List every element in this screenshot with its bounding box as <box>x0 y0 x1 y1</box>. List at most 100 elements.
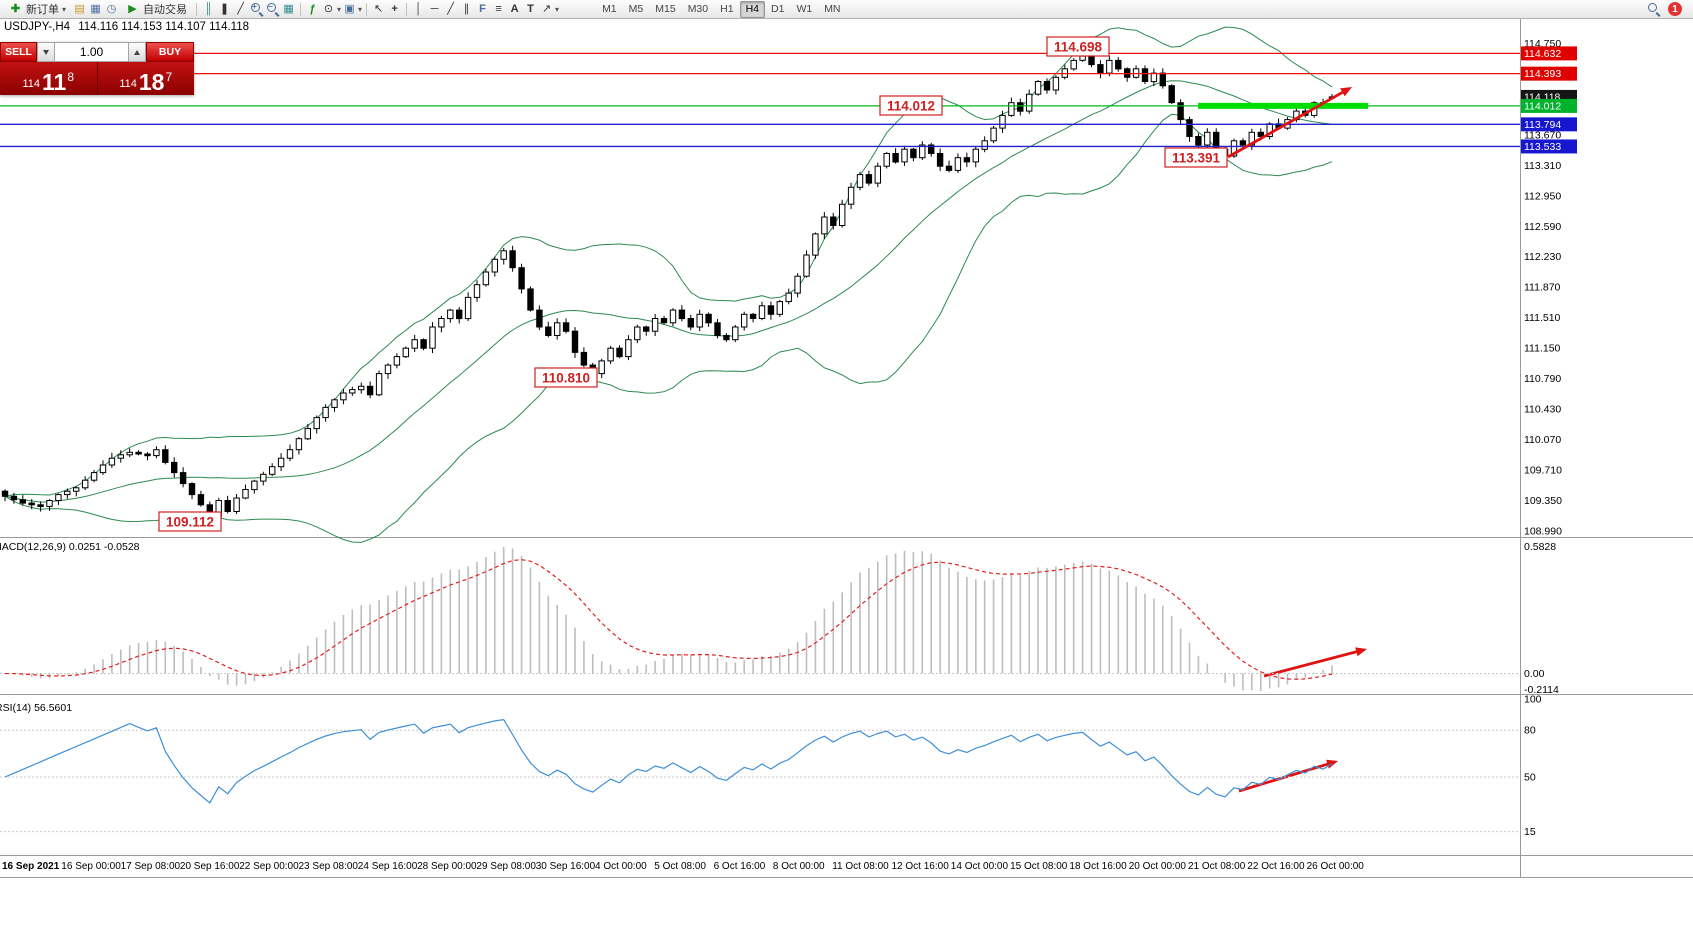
svg-text:18 Oct 16:00: 18 Oct 16:00 <box>1069 861 1127 872</box>
svg-text:109.710: 109.710 <box>1524 465 1562 477</box>
svg-text:110.810: 110.810 <box>542 371 590 386</box>
bar-chart-icon[interactable]: ║ <box>204 2 213 15</box>
line-chart-icon[interactable]: ╱ <box>237 2 244 15</box>
tile-windows-icon[interactable]: ▦ <box>283 2 294 15</box>
svg-text:6 Oct 16:00: 6 Oct 16:00 <box>714 861 766 872</box>
timeframe-m30-button[interactable]: M30 <box>687 3 709 15</box>
svg-text:109.112: 109.112 <box>166 515 214 530</box>
zoom-out-icon[interactable]: − <box>265 2 280 17</box>
svg-text:15 Oct 08:00: 15 Oct 08:00 <box>1010 861 1068 872</box>
autotrading-label: 自动交易 <box>143 4 188 16</box>
svg-text:114.632: 114.632 <box>1524 48 1561 60</box>
trade-panel-controls: SELL BUY <box>0 42 194 62</box>
buy-price-sup: 7 <box>165 70 173 84</box>
price-scale: 114.750113.670113.310112.950112.590112.2… <box>1521 38 1577 538</box>
templates-icon[interactable]: ▣ <box>344 2 355 15</box>
svg-text:114.698: 114.698 <box>1054 40 1103 55</box>
volume-increase-button[interactable] <box>128 42 146 62</box>
timeframe-h1-button[interactable]: H1 <box>720 3 734 15</box>
new-order-label: 新订单 <box>26 4 59 16</box>
price-annotations: 114.698 114.012 113.391 110.810 109.112 <box>158 36 1228 532</box>
text-icon[interactable]: A <box>510 2 519 15</box>
period-icon[interactable]: ⊙ <box>323 2 334 15</box>
timeframe-mn-button[interactable]: MN <box>824 3 841 15</box>
timeframe-h4-button[interactable]: H4 <box>739 0 765 18</box>
indicators-icon[interactable]: ƒ <box>309 2 316 15</box>
svg-text:109.350: 109.350 <box>1524 495 1562 507</box>
svg-text:112.230: 112.230 <box>1524 251 1561 263</box>
notification-badge[interactable]: 1 <box>1668 2 1682 16</box>
svg-text:110.070: 110.070 <box>1524 434 1561 446</box>
equidistant-channel-icon[interactable]: ∥ <box>463 2 470 15</box>
crosshair-icon[interactable]: + <box>391 2 398 15</box>
vertical-line-icon[interactable]: │ <box>415 2 422 15</box>
svg-text:4 Oct 00:00: 4 Oct 00:00 <box>595 861 647 872</box>
zoom-in-glass-icon: + <box>250 2 264 16</box>
svg-text:29 Sep 08:00: 29 Sep 08:00 <box>476 861 536 872</box>
svg-text:113.533: 113.533 <box>1524 141 1561 153</box>
triangle-down-icon <box>43 49 49 55</box>
timeframe-d1-button[interactable]: D1 <box>771 3 785 15</box>
toolbar-separator <box>300 2 302 16</box>
svg-text:80: 80 <box>1524 725 1536 737</box>
svg-text:8 Oct 00:00: 8 Oct 00:00 <box>773 861 825 872</box>
svg-text:12 Oct 16:00: 12 Oct 16:00 <box>892 861 950 872</box>
timeframe-w1-button[interactable]: W1 <box>796 3 813 15</box>
svg-text:22 Oct 16:00: 22 Oct 16:00 <box>1247 861 1305 872</box>
autotrading-button[interactable]: ▶ 自动交易 <box>120 1 192 18</box>
arrows-tool-icon[interactable]: ↗ <box>541 2 552 15</box>
trade-panel-quotes: 114 11 8 114 18 7 <box>0 62 194 95</box>
chevron-down-icon: ▾ <box>337 4 342 14</box>
svg-text:-0.2114: -0.2114 <box>1524 684 1559 696</box>
toolbar-separator <box>366 2 368 16</box>
svg-text:113.391: 113.391 <box>1172 151 1221 166</box>
text-label-icon[interactable]: T <box>527 2 534 15</box>
svg-text:114.012: 114.012 <box>1524 100 1561 112</box>
volume-decrease-button[interactable] <box>37 42 55 62</box>
toolbar-separator <box>406 2 408 16</box>
buy-button[interactable]: BUY <box>146 42 194 62</box>
svg-text:23 Sep 08:00: 23 Sep 08:00 <box>299 861 359 872</box>
svg-text:100: 100 <box>1524 694 1542 706</box>
profiles-icon[interactable]: ▦ <box>90 2 101 15</box>
new-order-button[interactable]: ✚ 新订单 ▾ <box>3 1 71 18</box>
cursor-icon[interactable]: ↖ <box>373 2 384 15</box>
cycle-lines-icon[interactable]: ≡ <box>495 2 502 15</box>
svg-text:0.00: 0.00 <box>1524 668 1545 680</box>
trend-arrows <box>1227 87 1367 793</box>
new-chart-icon[interactable]: ▤ <box>74 2 85 15</box>
fibonacci-icon[interactable]: F <box>479 2 486 15</box>
svg-text:26 Oct 00:00: 26 Oct 00:00 <box>1307 861 1365 872</box>
timeframe-m5-button[interactable]: M5 <box>628 3 644 15</box>
volume-input[interactable] <box>55 42 128 62</box>
svg-text:114.012: 114.012 <box>887 99 935 114</box>
horizontal-line-icon[interactable]: ─ <box>430 2 439 15</box>
timeframe-m15-button[interactable]: M15 <box>655 3 676 15</box>
search-icon[interactable] <box>1647 2 1661 16</box>
candles-layer <box>1 47 1336 521</box>
buy-price-big: 18 <box>138 69 165 95</box>
zoom-in-icon[interactable]: + <box>249 2 264 17</box>
buy-price-button[interactable]: 114 18 7 <box>96 62 194 95</box>
toolbar-separator <box>196 2 198 16</box>
sell-button[interactable]: SELL <box>0 42 37 62</box>
sell-price-button[interactable]: 114 11 8 <box>0 62 97 95</box>
svg-text:20 Oct 00:00: 20 Oct 00:00 <box>1129 861 1187 872</box>
svg-text:110.790: 110.790 <box>1524 373 1561 385</box>
horizontal-level-lines <box>0 52 1520 148</box>
svg-text:108.990: 108.990 <box>1524 526 1562 538</box>
alerts-icon[interactable]: ◷ <box>106 2 117 15</box>
timeframe-m1-button[interactable]: M1 <box>602 3 617 15</box>
candlestick-chart-icon[interactable]: ❚ <box>219 2 230 15</box>
bollinger-bands <box>4 26 1333 543</box>
svg-text:111.870: 111.870 <box>1524 282 1561 294</box>
time-axis: 16 Sep 2021 16 Sep 00:00 17 Sep 08:00 20 Se… <box>2 861 1364 872</box>
svg-text:112.950: 112.950 <box>1524 190 1561 202</box>
trendline-icon[interactable]: ╱ <box>447 2 454 15</box>
svg-text:17 Sep 08:00: 17 Sep 08:00 <box>121 861 181 872</box>
triangle-up-icon <box>134 49 140 55</box>
svg-text:11 Oct 08:00: 11 Oct 08:00 <box>832 861 889 872</box>
sell-price-sup: 8 <box>67 70 75 84</box>
svg-text:16 Sep 2021: 16 Sep 2021 <box>2 861 60 872</box>
